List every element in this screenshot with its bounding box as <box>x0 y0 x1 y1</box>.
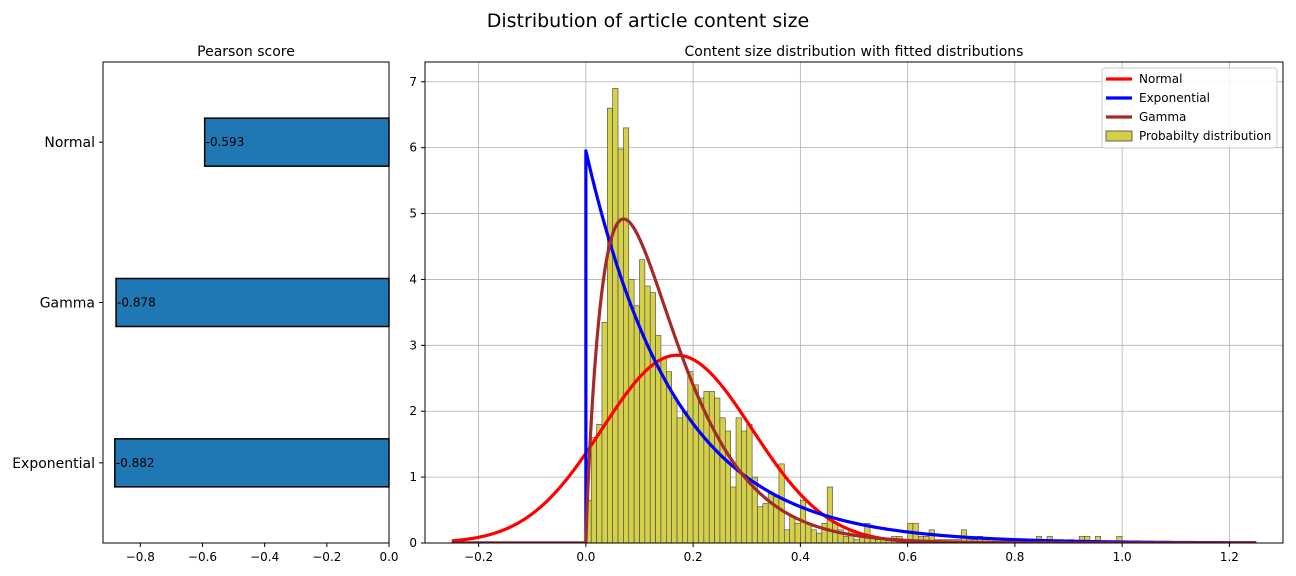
pearson-x-tick-label: −0.8 <box>126 550 155 564</box>
legend-label-normal: Normal <box>1139 72 1182 86</box>
histogram-bar <box>778 463 785 543</box>
histogram-bar <box>617 148 624 543</box>
x-tick-label: 0.6 <box>898 550 917 564</box>
legend-label-exponential: Exponential <box>1139 91 1210 105</box>
histogram-bar <box>596 424 603 543</box>
y-tick-label: 5 <box>409 207 417 221</box>
y-tick-label: 0 <box>409 536 417 550</box>
histogram-bar <box>783 529 790 543</box>
pearson-value-label: -0.878 <box>117 296 156 310</box>
histogram-bar <box>741 430 748 543</box>
histogram-bar <box>698 397 705 543</box>
histogram-bar <box>730 486 737 543</box>
histogram-bar <box>794 522 801 543</box>
histogram-bar <box>714 397 721 543</box>
histogram-bar <box>821 522 828 543</box>
y-tick-label: 4 <box>409 272 417 286</box>
histogram-x-axis: −0.2 0.0 0.2 0.4 0.6 0.8 1.0 1.2 <box>464 543 1239 564</box>
histogram-bar <box>692 384 699 543</box>
histogram-plot-frame <box>424 61 1284 544</box>
pearson-plot-frame <box>102 61 390 544</box>
histogram-bar <box>805 522 812 543</box>
y-tick-label: 6 <box>409 141 417 155</box>
pearson-category-label: Gamma <box>40 296 95 312</box>
x-tick-label: 0.0 <box>576 550 595 564</box>
histogram-bar <box>639 259 646 543</box>
histogram-bar <box>676 417 683 543</box>
legend-swatch-histogram <box>1105 130 1133 142</box>
histogram-bar <box>842 536 849 543</box>
y-tick-label: 3 <box>409 338 417 352</box>
histogram-chart-title: Content size distribution with fitted di… <box>685 44 1024 60</box>
histogram-bar <box>724 430 731 543</box>
pearson-value-label: -0.593 <box>206 135 245 149</box>
y-tick-label: 2 <box>409 404 417 418</box>
pearson-x-tick-label: 0.0 <box>379 550 398 564</box>
x-tick-label: 1.2 <box>1220 550 1239 564</box>
pearson-chart-title: Pearson score <box>197 44 295 60</box>
histogram-bar <box>719 417 726 543</box>
histogram-bar <box>628 279 635 543</box>
x-tick-label: 0.2 <box>684 550 703 564</box>
histogram-bar <box>633 305 640 543</box>
pearson-x-tick-label: −0.4 <box>250 550 279 564</box>
histogram-bar <box>644 285 651 543</box>
histogram-bar <box>612 88 619 543</box>
legend-label-histogram: Probabilty distribution <box>1139 129 1271 143</box>
pearson-category-label: Exponential <box>12 456 95 472</box>
histogram-bar <box>660 358 667 543</box>
histogram-bar <box>687 371 694 543</box>
curve-exponential <box>451 149 1257 543</box>
pearson-bar-exponential <box>114 438 390 488</box>
histogram-bar <box>757 506 764 543</box>
legend-label-gamma: Gamma <box>1139 110 1186 124</box>
x-tick-label: −0.2 <box>464 550 493 564</box>
histogram-bar <box>682 410 689 543</box>
histogram-bar <box>666 371 672 543</box>
histogram-bar <box>762 503 769 543</box>
x-tick-label: 0.8 <box>1005 550 1024 564</box>
histogram-bar <box>601 321 608 543</box>
histogram-bar <box>671 397 678 543</box>
histogram-legend: Normal Exponential Gamma Probabilty distrib… <box>1101 67 1278 149</box>
histogram-bar <box>810 529 817 543</box>
histogram-bar <box>623 127 630 543</box>
histogram-bar <box>816 532 823 543</box>
pearson-category-label: Normal <box>44 135 95 151</box>
pearson-x-tick-label: −0.2 <box>312 550 341 564</box>
histogram-bar <box>649 292 656 543</box>
pearson-x-tick-label: −0.6 <box>188 550 217 564</box>
y-tick-label: 1 <box>409 470 417 484</box>
content-size-chart: Content size distribution with fitted di… <box>409 44 1284 564</box>
histogram-bar <box>735 417 742 543</box>
x-tick-label: 0.4 <box>791 550 810 564</box>
pearson-x-axis: −0.8 −0.6 −0.4 −0.2 0.0 <box>126 543 399 564</box>
pearson-bar-normal <box>203 117 390 167</box>
histogram-bar <box>789 516 796 543</box>
histogram-bar <box>590 437 597 543</box>
pearson-value-label: -0.882 <box>116 456 155 470</box>
y-tick-label: 7 <box>409 75 417 89</box>
figure-title: Distribution of article content size <box>487 10 810 32</box>
pearson-y-axis: Exponential Gamma Normal <box>12 135 103 472</box>
curve-normal <box>451 353 1257 543</box>
legend-box <box>1101 67 1278 149</box>
pearson-score-chart: Pearson score -0.882-0.878-0.593 −0.8 −0.… <box>12 44 398 564</box>
histogram-bar <box>607 107 613 543</box>
histogram-bar <box>708 391 715 543</box>
pearson-bars: -0.882 -0.878 -0.593 <box>114 117 390 488</box>
curve-gamma <box>451 217 1257 543</box>
histogram-y-axis: 0 1 2 3 4 5 6 7 <box>409 75 425 550</box>
pearson-bar-gamma <box>115 277 390 328</box>
fitted-curves <box>451 149 1257 543</box>
x-tick-label: 1.0 <box>1113 550 1132 564</box>
